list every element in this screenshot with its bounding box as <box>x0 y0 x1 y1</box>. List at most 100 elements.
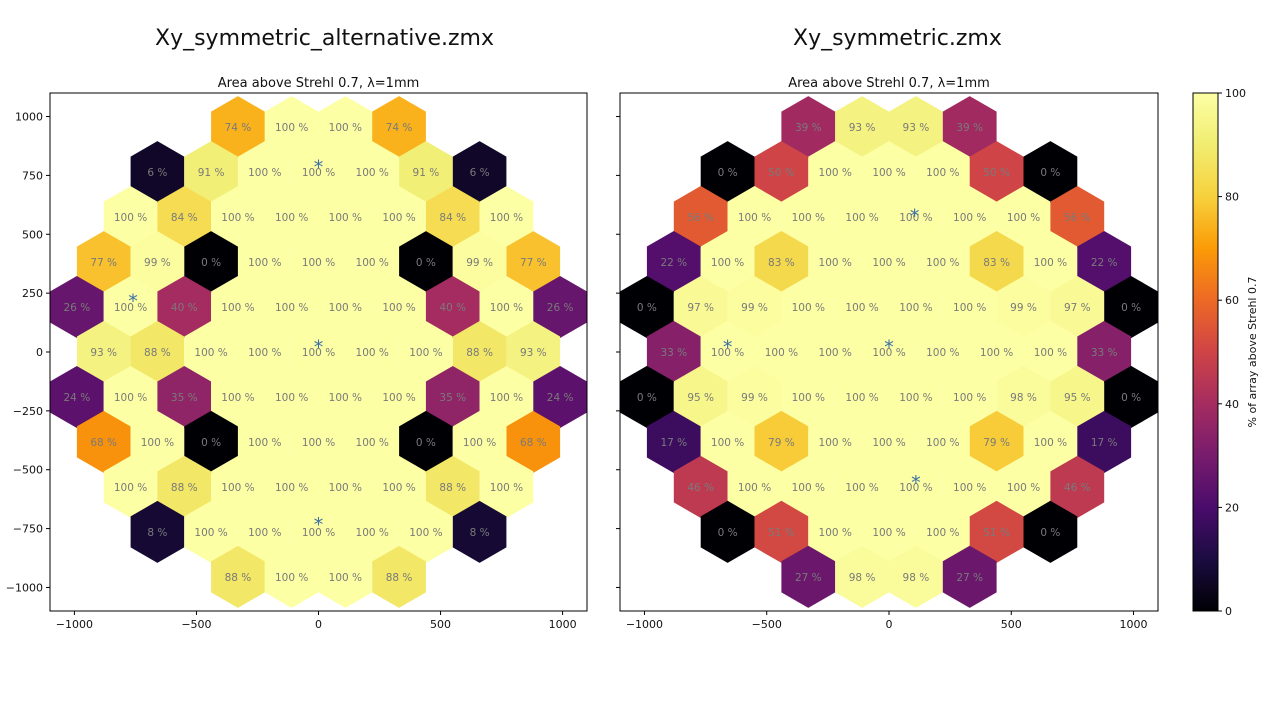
hex-value-label: 39 % <box>795 122 822 134</box>
hex-cell <box>1050 455 1105 518</box>
hex-value-label: 98 % <box>1010 392 1037 404</box>
hex-value-label: 100 % <box>845 302 878 314</box>
hex-value-label: 100 % <box>711 257 744 269</box>
hex-value-label: 68 % <box>520 437 547 449</box>
hex-value-label: 100 % <box>711 347 744 359</box>
colorbar-tick-label: 0 <box>1225 605 1232 618</box>
hex-value-label: 0 % <box>416 257 436 269</box>
hex-cell <box>372 96 426 159</box>
hex-value-label: 100 % <box>926 347 959 359</box>
hex-value-label: 100 % <box>819 167 852 179</box>
x-tick-label: 500 <box>430 618 451 631</box>
hex-value-label: 100 % <box>926 167 959 179</box>
hex-cell <box>130 410 185 473</box>
hex-value-label: 100 % <box>356 347 389 359</box>
hex-value-label: 0 % <box>1121 302 1141 314</box>
hex-cell <box>318 186 373 249</box>
hex-cell <box>345 141 399 204</box>
hex-cell <box>479 455 534 518</box>
hex-cell <box>889 186 943 249</box>
hex-value-label: 100 % <box>409 347 442 359</box>
hex-cell <box>620 365 674 428</box>
hex-value-label: 100 % <box>114 392 147 404</box>
hex-cell <box>889 365 943 428</box>
hex-value-label: 0 % <box>718 527 738 539</box>
hex-cell <box>915 500 970 563</box>
hex-value-label: 26 % <box>64 302 91 314</box>
star-marker: * <box>910 206 920 228</box>
hex-value-label: 100 % <box>248 257 281 269</box>
hex-cell <box>781 186 836 249</box>
hex-cell <box>781 276 836 339</box>
y-tick-label: 1000 <box>15 111 43 124</box>
hex-cell <box>399 231 453 294</box>
hex-value-label: 95 % <box>1064 392 1091 404</box>
colorbar-tick-label: 100 <box>1225 87 1246 100</box>
hex-value-label: 100 % <box>302 167 335 179</box>
star-marker: * <box>314 156 324 178</box>
hex-cell <box>157 186 212 249</box>
hex-cell <box>157 455 212 518</box>
hex-value-label: 100 % <box>899 212 932 224</box>
hex-value-label: 93 % <box>90 347 117 359</box>
hex-value-label: 83 % <box>768 257 795 269</box>
hex-cell <box>808 500 863 563</box>
hex-cell <box>211 455 265 518</box>
hex-cell <box>399 410 453 473</box>
hex-cell <box>942 545 997 608</box>
hex-cell <box>754 231 809 294</box>
hex-cell <box>345 231 399 294</box>
hex-cell <box>727 455 782 518</box>
hex-value-label: 100 % <box>953 212 986 224</box>
hex-cell <box>76 321 131 383</box>
hex-cell <box>1050 276 1105 339</box>
hex-cell <box>915 320 970 384</box>
hex-cell <box>345 500 399 563</box>
hex-value-label: 100 % <box>356 527 389 539</box>
y-tick-label: −250 <box>13 405 43 418</box>
hex-value-label: 56 % <box>1064 212 1091 224</box>
hex-value-label: 100 % <box>738 482 771 494</box>
hex-cell <box>452 141 507 204</box>
hex-value-label: 100 % <box>248 167 281 179</box>
hex-cell <box>835 96 889 159</box>
hex-value-label: 100 % <box>899 392 932 404</box>
hex-value-label: 0 % <box>201 437 221 449</box>
hex-cell <box>862 141 916 204</box>
hex-cell <box>781 96 836 159</box>
hex-cell <box>238 231 292 294</box>
hex-cell <box>452 500 507 563</box>
hex-value-label: 100 % <box>792 482 825 494</box>
hex-value-label: 0 % <box>1040 167 1060 179</box>
hex-value-label: 50 % <box>983 167 1010 179</box>
hex-value-label: 100 % <box>792 302 825 314</box>
panel-left: 74 % 100 % 100 % 74 % 6 % 91 % 100 % 100 % 100 %… <box>6 76 588 631</box>
hex-cell <box>673 186 728 249</box>
hex-cell <box>1023 500 1078 563</box>
hex-value-label: 99 % <box>144 257 171 269</box>
hex-cell <box>808 320 863 384</box>
hex-value-label: 100 % <box>382 392 415 404</box>
hex-cell <box>264 186 319 249</box>
hex-cell <box>889 545 943 608</box>
colorbar-label: % of array above Strehl 0.7 <box>1246 277 1259 428</box>
hex-value-label: 100 % <box>114 302 147 314</box>
hex-value-label: 27 % <box>795 572 822 584</box>
hex-value-label: 33 % <box>1091 347 1118 359</box>
plot-title: Area above Strehl 0.7, λ=1mm <box>218 76 420 91</box>
hex-value-label: 100 % <box>490 302 523 314</box>
hex-cell <box>211 186 265 249</box>
colorbar-gradient <box>1192 92 1219 612</box>
hex-cell <box>781 365 836 428</box>
hex-cell <box>754 500 809 563</box>
hex-cell <box>700 410 755 473</box>
hex-value-label: 24 % <box>64 392 91 404</box>
hex-value-label: 0 % <box>201 257 221 269</box>
x-tick-label: 0 <box>886 618 893 631</box>
hex-cell <box>889 276 943 339</box>
hex-value-label: 97 % <box>1064 302 1091 314</box>
hex-value-label: 100 % <box>872 347 905 359</box>
hex-value-label: 100 % <box>248 437 281 449</box>
hex-cell <box>318 545 373 608</box>
hex-value-label: 79 % <box>983 437 1010 449</box>
